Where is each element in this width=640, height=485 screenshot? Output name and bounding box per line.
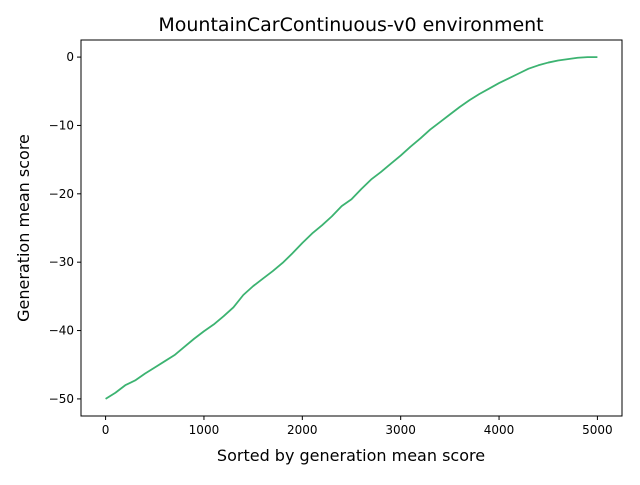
- x-tick-label: 2000: [287, 423, 318, 437]
- y-tick-label: −20: [49, 187, 74, 201]
- x-tick-label: 0: [102, 423, 110, 437]
- y-tick-label: −30: [49, 255, 74, 269]
- y-axis-label: Generation mean score: [14, 134, 33, 322]
- y-tick-label: −40: [49, 324, 74, 338]
- plot-layer: 0 1000 2000 3000 4000 5000 −50 −40 −30 −20 −10 0: [49, 39, 623, 437]
- y-tick-label: −50: [49, 392, 74, 406]
- chart-title: MountainCarContinuous-v0 environment: [158, 14, 543, 36]
- y-tick-label: 0: [66, 50, 74, 64]
- y-tick-label: −10: [49, 118, 74, 132]
- x-tick-label: 5000: [582, 423, 613, 437]
- x-tick-label: 3000: [385, 423, 416, 437]
- plot-frame: [80, 39, 623, 417]
- series-line-0: [105, 56, 598, 400]
- x-tick-label: 1000: [189, 423, 220, 437]
- x-axis-label: Sorted by generation mean score: [217, 446, 485, 465]
- x-tick-label: 4000: [484, 423, 515, 437]
